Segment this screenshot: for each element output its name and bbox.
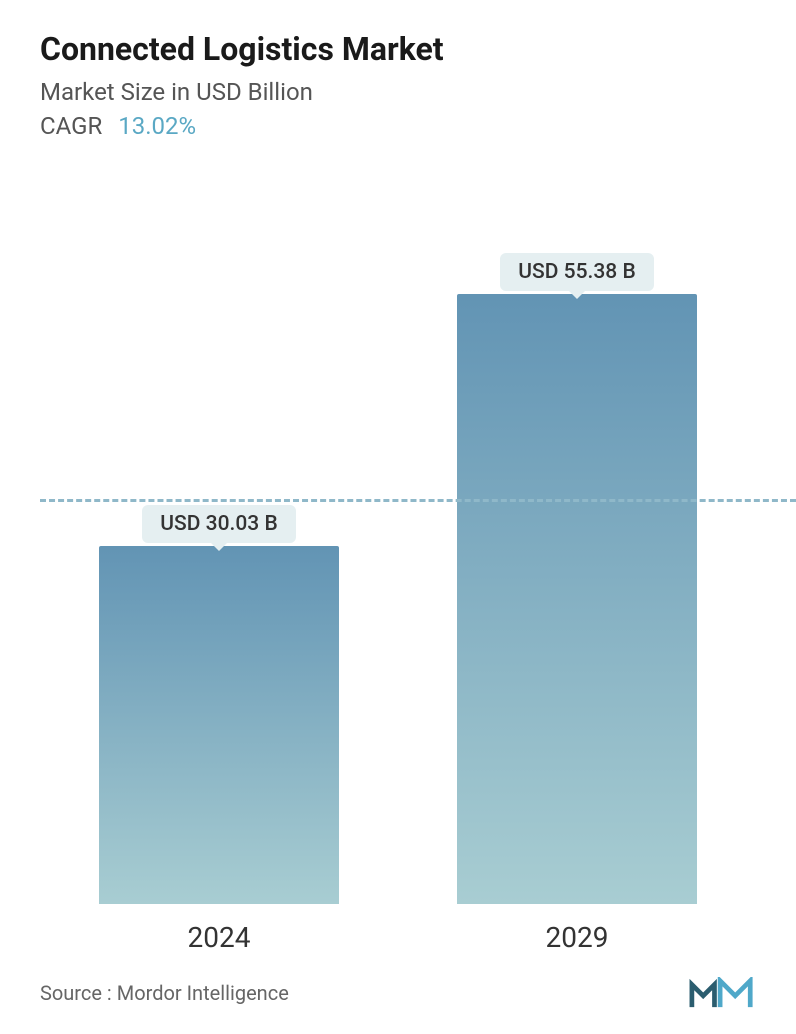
year-label-2029: 2029 [437,921,717,954]
bar-group-2024: USD 30.03 B [79,505,359,904]
bar-2024 [99,546,339,904]
bar-group-2029: USD 55.38 B [437,253,717,904]
year-label-2024: 2024 [79,921,359,954]
years-row: 2024 2029 [40,921,756,954]
reference-line [40,499,796,502]
source-text: Source : Mordor Intelligence [40,981,289,1005]
cagr-row: CAGR 13.02% [40,112,756,140]
bars-row: USD 30.03 B USD 55.38 B [40,244,756,904]
chart-title: Connected Logistics Market [40,30,756,68]
footer: Source : Mordor Intelligence [40,977,756,1009]
value-label-2024: USD 30.03 B [142,505,295,543]
cagr-value: 13.02% [118,112,196,140]
chart-subtitle: Market Size in USD Billion [40,78,756,106]
value-label-2029: USD 55.38 B [500,253,653,291]
cagr-label: CAGR [40,112,102,140]
bar-2029 [457,294,697,904]
logo [688,977,756,1009]
chart-area: USD 30.03 B USD 55.38 B 2024 2029 [40,170,756,1014]
mordor-logo-icon [688,977,756,1009]
